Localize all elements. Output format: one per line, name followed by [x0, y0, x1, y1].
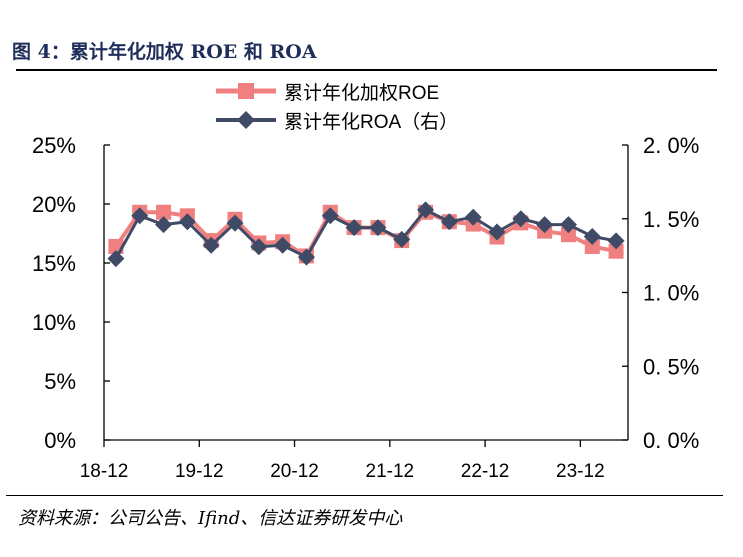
roa-point [131, 207, 149, 225]
roe-point [560, 227, 576, 243]
roa-point [202, 236, 220, 254]
right-tick-label: 0. 0% [643, 428, 699, 453]
x-tick-label: 18-12 [80, 461, 129, 482]
right-tick-label: 1. 5% [643, 207, 699, 232]
roa-point [583, 227, 601, 245]
roa-point [345, 219, 363, 237]
legend-roe-label: 累计年化加权ROE [284, 82, 439, 104]
roa-point [321, 207, 339, 225]
roa-point [536, 216, 554, 234]
axes: 0% 5% 10% 15% 20% 25% 0. 0% 0. 5% 1. 0% 1. 5% 2. 0… [32, 133, 699, 482]
roa-point [488, 223, 506, 241]
roa-point [178, 213, 196, 231]
roa-point [369, 219, 387, 237]
roa-point [464, 208, 482, 226]
left-tick-label: 5% [44, 369, 76, 394]
source-note: 资料来源：公司公告、Ifind、信达证券研发中心 [18, 508, 403, 529]
left-tick-label: 15% [32, 251, 76, 276]
right-tick-label: 0. 5% [643, 354, 699, 379]
x-tick-label: 19-12 [175, 461, 224, 482]
roa-point [226, 214, 244, 232]
roa-point [274, 236, 292, 254]
roa-point [440, 213, 458, 231]
roe-point [156, 204, 172, 220]
series-roa [107, 201, 625, 268]
x-tick-label: 20-12 [270, 461, 319, 482]
legend: 累计年化加权ROE 累计年化ROA（右） [216, 82, 458, 133]
left-tick-label: 10% [32, 310, 76, 335]
legend-roe-marker [238, 83, 254, 99]
legend-roa-marker [237, 111, 255, 129]
roa-point [155, 216, 173, 234]
legend-roa-label: 累计年化ROA（右） [284, 111, 458, 133]
title-divider [16, 69, 717, 71]
roa-point [250, 238, 268, 256]
x-tick-label: 21-12 [366, 461, 415, 482]
roa-point [107, 250, 125, 268]
roe-point [584, 238, 600, 254]
left-tick-label: 0% [44, 428, 76, 453]
figure-title: 图 4：累计年化加权 ROE 和 ROA [12, 41, 317, 63]
source-divider [6, 495, 723, 496]
x-tick-label: 23-12 [556, 461, 605, 482]
roa-point [393, 230, 411, 248]
roa-point [297, 248, 315, 266]
roe-point [608, 243, 624, 259]
roa-point [512, 210, 530, 228]
right-tick-label: 2. 0% [643, 133, 699, 158]
roa-point [417, 201, 435, 219]
roa-line [114, 208, 617, 260]
x-tick-label: 22-12 [461, 461, 510, 482]
series-roe [108, 204, 624, 264]
roa-point [607, 232, 625, 250]
left-tick-label: 20% [32, 192, 76, 217]
right-tick-label: 1. 0% [643, 281, 699, 306]
left-tick-label: 25% [32, 133, 76, 158]
roa-point [559, 216, 577, 234]
